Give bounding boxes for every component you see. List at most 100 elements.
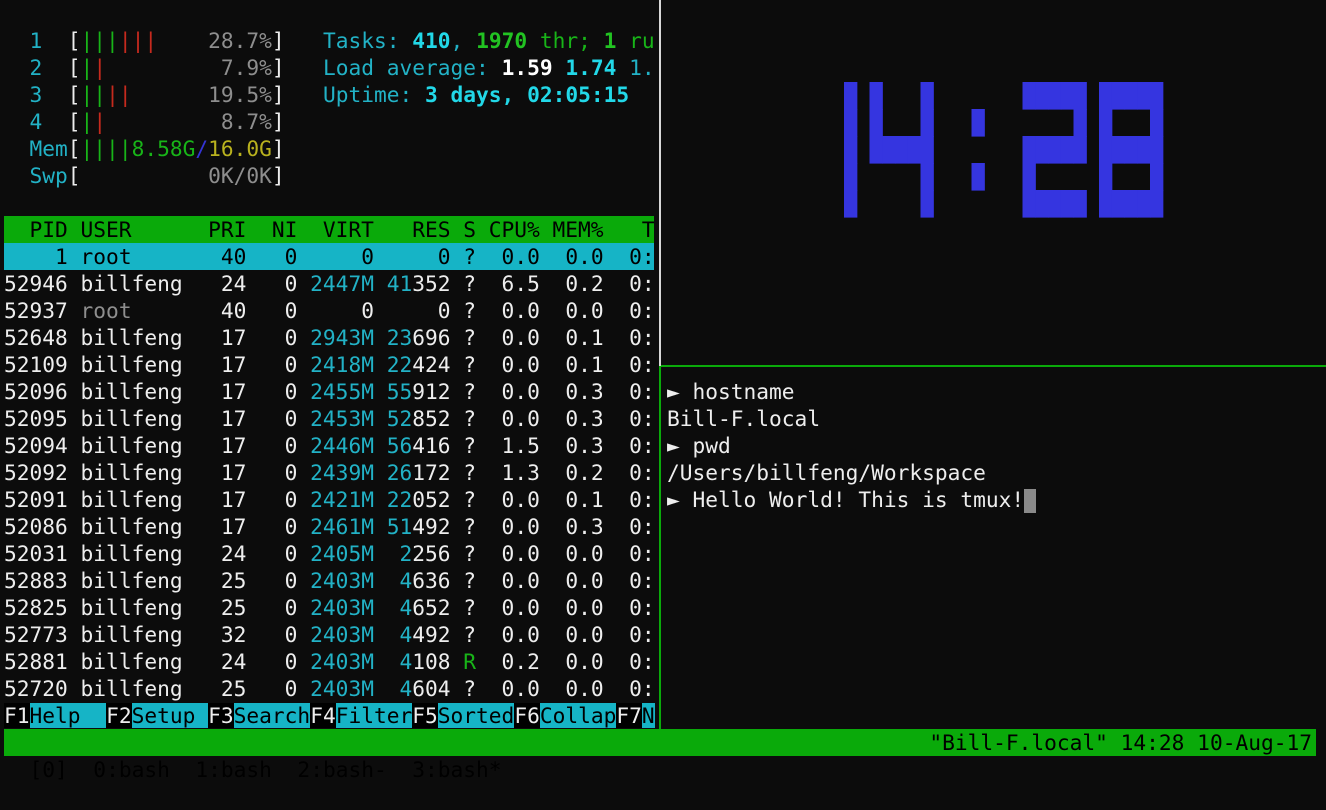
- text: [451, 244, 464, 269]
- process-row[interactable]: 52720 billfeng 25 0 2403M 4604 ? 0.0 0.0…: [4, 675, 655, 702]
- process-row[interactable]: 52096 billfeng 17 0 2455M 55912 ? 0.0 0.…: [4, 378, 655, 405]
- text: [374, 352, 387, 377]
- pid: 1: [4, 244, 81, 269]
- fkey-F6[interactable]: F6: [514, 703, 540, 728]
- fkey-label-F3[interactable]: Search: [233, 703, 311, 728]
- clock-pixel: [844, 136, 858, 164]
- load-5: 1.74: [565, 55, 617, 80]
- process-row[interactable]: 1 root 40 0 0 0 ? 0.0 0.0 0:: [4, 243, 655, 270]
- text: [451, 487, 464, 512]
- pid: 52086: [4, 514, 81, 539]
- fkey-label-F6[interactable]: Collap: [539, 703, 617, 728]
- process-row[interactable]: 52773 billfeng 32 0 2403M 4492 ? 0.0 0.0…: [4, 621, 655, 648]
- text: [451, 541, 464, 566]
- text: [451, 622, 464, 647]
- load-1: 1.59: [501, 55, 553, 80]
- process-row[interactable]: 52095 billfeng 17 0 2453M 52852 ? 0.0 0.…: [4, 405, 655, 432]
- state: ?: [463, 379, 477, 404]
- bracket: ]: [271, 136, 285, 161]
- clock-pixel: [1048, 136, 1062, 164]
- clock-pixel: [1099, 163, 1113, 191]
- state: R: [463, 649, 477, 674]
- process-row[interactable]: 52881 billfeng 24 0 2403M 4108 R 0.2 0.0…: [4, 648, 655, 675]
- pane-divider-vertical[interactable]: [659, 0, 661, 366]
- clock-pixel: [907, 136, 922, 164]
- process-row[interactable]: 52092 billfeng 17 0 2439M 26172 ? 1.3 0.…: [4, 459, 655, 486]
- bracket: ]: [271, 55, 285, 80]
- text: [374, 514, 387, 539]
- cpu-mem-time: 0.0 0.0 0:: [476, 541, 655, 566]
- session-name: [0]: [29, 757, 68, 782]
- fkey-F7[interactable]: F7: [616, 703, 642, 728]
- text: [374, 649, 387, 674]
- process-row[interactable]: 52086 billfeng 17 0 2461M 51492 ? 0.0 0.…: [4, 513, 655, 540]
- pri-ni: 17 0: [195, 487, 311, 512]
- thr-label: thr;: [527, 28, 604, 53]
- cpu-meter-2: 2 [|| 7.9%] Load average: 1.59 1.74 1.: [4, 54, 655, 81]
- pri-ni: 25 0: [195, 595, 311, 620]
- fkey-label-F5[interactable]: Sorted: [437, 703, 515, 728]
- window-tab[interactable]: 2:bash-: [271, 757, 387, 782]
- text: [374, 433, 387, 458]
- command-text: hostname: [692, 379, 795, 404]
- clock-pixel: [920, 136, 934, 164]
- virt: 2421M: [310, 487, 374, 512]
- fkey-label-F4[interactable]: Filter: [335, 703, 413, 728]
- swap-meter: Swp[ 0K/0K]: [4, 162, 285, 189]
- bracket: ]: [271, 109, 285, 134]
- clock-pixel: [1060, 82, 1075, 110]
- window-tab[interactable]: 0:bash: [67, 757, 170, 782]
- text: [374, 379, 387, 404]
- clock-digit: [869, 82, 934, 218]
- fkey-label-F1[interactable]: Help: [29, 703, 107, 728]
- fkey-F3[interactable]: F3: [208, 703, 234, 728]
- clock-pixel: [1073, 109, 1087, 137]
- process-row[interactable]: 52094 billfeng 17 0 2446M 56416 ? 1.5 0.…: [4, 432, 655, 459]
- process-row[interactable]: 52109 billfeng 17 0 2418M 22424 ? 0.0 0.…: [4, 351, 655, 378]
- tasks-label: Tasks:: [322, 28, 413, 53]
- fkey-F1[interactable]: F1: [4, 703, 30, 728]
- text: [451, 514, 464, 539]
- user: billfeng: [80, 595, 196, 620]
- swp-label: Swp: [4, 163, 68, 188]
- fkey-F2[interactable]: F2: [106, 703, 132, 728]
- active-pane-border-vertical[interactable]: [659, 366, 661, 729]
- fkey-label-F7[interactable]: N: [641, 703, 655, 728]
- fkey-label-F2[interactable]: Setup: [131, 703, 209, 728]
- uptime-label: Uptime:: [322, 82, 426, 107]
- cpu-mem-time: 0.0 0.0 0:: [476, 244, 655, 269]
- text: [285, 109, 323, 134]
- clock-pixel: [920, 109, 934, 137]
- text: [374, 622, 387, 647]
- bracket: ]: [271, 28, 285, 53]
- process-row[interactable]: 52825 billfeng 25 0 2403M 4652 ? 0.0 0.0…: [4, 594, 655, 621]
- res-thousands: 4: [386, 649, 413, 674]
- process-row[interactable]: 52031 billfeng 24 0 2405M 2256 ? 0.0 0.0…: [4, 540, 655, 567]
- process-row[interactable]: 52883 billfeng 25 0 2403M 4636 ? 0.0 0.0…: [4, 567, 655, 594]
- process-row[interactable]: 52946 billfeng 24 0 2447M 41352 ? 6.5 0.…: [4, 270, 655, 297]
- cpu-mem-time: 1.3 0.2 0:: [476, 460, 655, 485]
- window-tab[interactable]: 1:bash: [169, 757, 272, 782]
- clock-pixel: [882, 136, 896, 164]
- clock-pixel: [844, 82, 858, 110]
- process-table-header[interactable]: PID USER PRI NI VIRT RES S CPU% MEM% T: [4, 216, 655, 243]
- process-row[interactable]: 52091 billfeng 17 0 2421M 22052 ? 0.0 0.…: [4, 486, 655, 513]
- text: [374, 595, 387, 620]
- active-pane-border-horizontal[interactable]: [661, 365, 1326, 367]
- cpu-meter-3: 3 [|||| 19.5%] Uptime: 3 days, 02:05:15: [4, 81, 630, 108]
- process-row[interactable]: 52937 root 40 0 0 0 ? 0.0 0.0 0:: [4, 297, 655, 324]
- fkey-F4[interactable]: F4: [310, 703, 336, 728]
- fkey-F5[interactable]: F5: [412, 703, 438, 728]
- cpu-label: 2: [4, 55, 68, 80]
- clock-pixel: [869, 109, 883, 137]
- text: [553, 55, 566, 80]
- clock-pixel: [1060, 190, 1075, 218]
- sep: /: [195, 136, 209, 161]
- bracket: ]: [271, 82, 285, 107]
- pri-ni: 25 0: [195, 676, 311, 701]
- window-tab[interactable]: 3:bash*: [386, 757, 502, 782]
- res-units: 172: [412, 460, 451, 485]
- htop-pane[interactable]: 1 [|||||| 28.7%] Tasks: 410, 1970 thr; 1…: [0, 0, 655, 729]
- process-row[interactable]: 52648 billfeng 17 0 2943M 23696 ? 0.0 0.…: [4, 324, 655, 351]
- state: ?: [463, 676, 477, 701]
